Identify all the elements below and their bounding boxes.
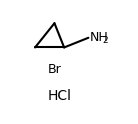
Text: HCl: HCl: [47, 89, 71, 103]
Text: 2: 2: [102, 36, 108, 45]
Text: Br: Br: [48, 63, 61, 76]
Text: NH: NH: [90, 31, 109, 44]
